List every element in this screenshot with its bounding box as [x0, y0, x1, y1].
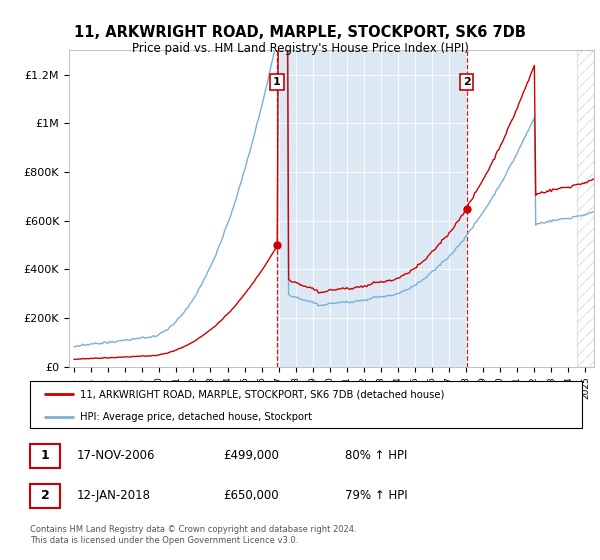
- Text: 80% ↑ HPI: 80% ↑ HPI: [344, 449, 407, 463]
- Text: Contains HM Land Registry data © Crown copyright and database right 2024.
This d: Contains HM Land Registry data © Crown c…: [30, 525, 356, 545]
- Text: 12-JAN-2018: 12-JAN-2018: [77, 489, 151, 502]
- Text: 17-NOV-2006: 17-NOV-2006: [77, 449, 155, 463]
- Text: 11, ARKWRIGHT ROAD, MARPLE, STOCKPORT, SK6 7DB (detached house): 11, ARKWRIGHT ROAD, MARPLE, STOCKPORT, S…: [80, 389, 444, 399]
- Text: 11, ARKWRIGHT ROAD, MARPLE, STOCKPORT, SK6 7DB: 11, ARKWRIGHT ROAD, MARPLE, STOCKPORT, S…: [74, 25, 526, 40]
- Text: 79% ↑ HPI: 79% ↑ HPI: [344, 489, 407, 502]
- Text: £650,000: £650,000: [223, 489, 279, 502]
- Text: 2: 2: [463, 77, 471, 87]
- FancyBboxPatch shape: [30, 484, 61, 508]
- Text: 2: 2: [41, 489, 50, 502]
- Text: 1: 1: [273, 77, 281, 87]
- Text: £499,000: £499,000: [223, 449, 279, 463]
- Text: 1: 1: [41, 449, 50, 463]
- Text: HPI: Average price, detached house, Stockport: HPI: Average price, detached house, Stoc…: [80, 412, 311, 422]
- Bar: [577, 50, 600, 367]
- FancyBboxPatch shape: [30, 444, 61, 468]
- Text: Price paid vs. HM Land Registry's House Price Index (HPI): Price paid vs. HM Land Registry's House …: [131, 42, 469, 55]
- Bar: [277, 50, 467, 367]
